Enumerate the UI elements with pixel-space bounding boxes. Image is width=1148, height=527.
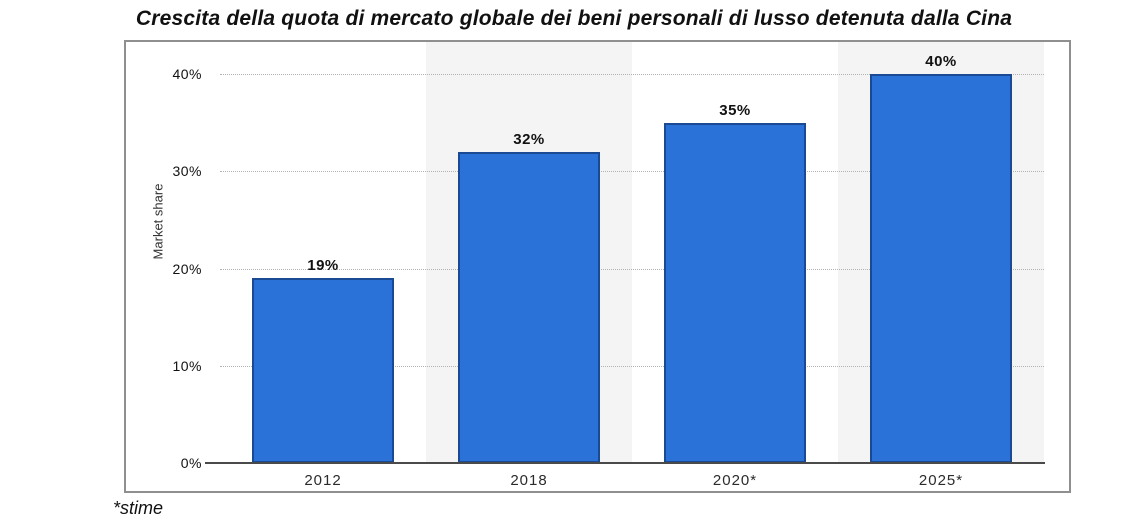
bar-2020* [664, 122, 806, 463]
x-axis-tick-label: 2020* [712, 472, 758, 489]
y-axis-label: Market share [150, 183, 166, 260]
gridline-20% [220, 268, 1044, 270]
bar-2025* [870, 74, 1012, 463]
bar-value-label: 32% [513, 130, 545, 148]
y-axis-tick-label: 0% [180, 455, 202, 471]
chart-title: Crescita della quota di mercato globale … [135, 7, 1013, 30]
gridline-40% [220, 74, 1044, 75]
gridline-30% [220, 171, 1044, 173]
bar-chart: 0% 10% 20% 30% 40% Market share 19% 2012 32% 2018… [126, 42, 1069, 491]
bar-value-label: 35% [719, 101, 751, 119]
bar-2018 [458, 151, 600, 463]
chart-plot-area: 0% 10% 20% 30% 40% Market share 19% 2012 32% 2018… [124, 40, 1071, 493]
bar-value-label: 40% [925, 53, 957, 70]
bar-value-label: 19% [307, 257, 339, 275]
y-axis-tick-label: 20% [172, 260, 202, 277]
bar-2012 [252, 278, 394, 463]
x-axis-tick-label: 2025* [918, 472, 964, 489]
x-axis-tick-label: 2012 [304, 472, 342, 489]
gridline-10% [220, 365, 1044, 367]
y-axis-tick-label: 40% [172, 66, 202, 82]
chart-footnote: *stime [113, 498, 164, 518]
y-axis-tick-label: 30% [172, 163, 202, 180]
x-axis-tick-label: 2018 [510, 472, 548, 489]
y-axis-tick-label: 10% [172, 357, 202, 374]
x-axis-baseline [205, 462, 1045, 464]
